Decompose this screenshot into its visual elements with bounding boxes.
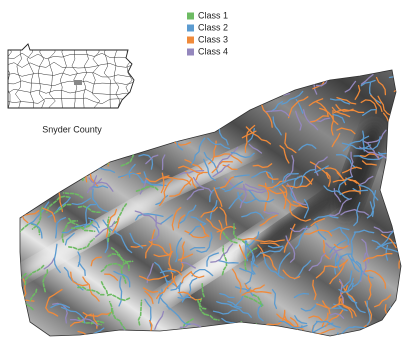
legend-swatch — [187, 37, 194, 44]
highlighted-county — [74, 80, 82, 85]
stream — [103, 136, 108, 164]
page: Snyder County Class 1Class 2Class 3Class… — [0, 0, 405, 341]
legend-swatch — [187, 49, 194, 56]
stream — [390, 307, 402, 323]
legend-label: Class 4 — [198, 46, 228, 56]
inset-map: Snyder County — [6, 44, 134, 134]
legend-swatch — [187, 25, 194, 32]
legend: Class 1 Class 2 Class 3 Class 4 — [187, 10, 228, 56]
legend-label: Class 3 — [198, 34, 228, 44]
legend-swatch — [187, 13, 194, 20]
legend-label: Class 2 — [198, 22, 228, 32]
legend-label: Class 1 — [198, 10, 228, 20]
map-figure: Snyder County Class 1Class 2Class 3Class… — [0, 0, 405, 341]
inset-caption: Snyder County — [42, 124, 102, 134]
